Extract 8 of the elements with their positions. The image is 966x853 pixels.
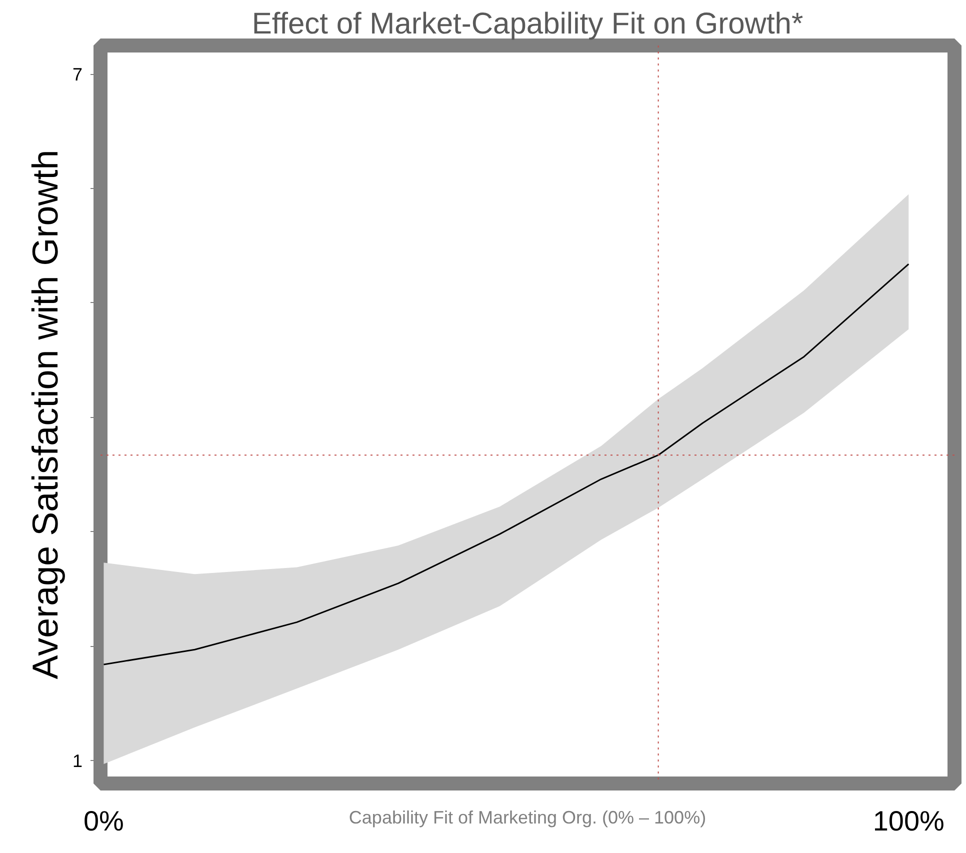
y-tick-label: 1 xyxy=(72,751,83,772)
x-axis-title: Capability Fit of Marketing Org. (0% – 100%) xyxy=(348,808,706,828)
chart-title: Effect of Market-Capability Fit on Growth* xyxy=(252,8,804,40)
line-series xyxy=(102,263,910,666)
y-tick-label: 7 xyxy=(72,64,83,85)
x-tick-label: 100% xyxy=(872,806,944,836)
x-tick-label: 0% xyxy=(83,806,124,836)
y-axis-title: Average Satisfaction with Growth xyxy=(24,150,66,680)
